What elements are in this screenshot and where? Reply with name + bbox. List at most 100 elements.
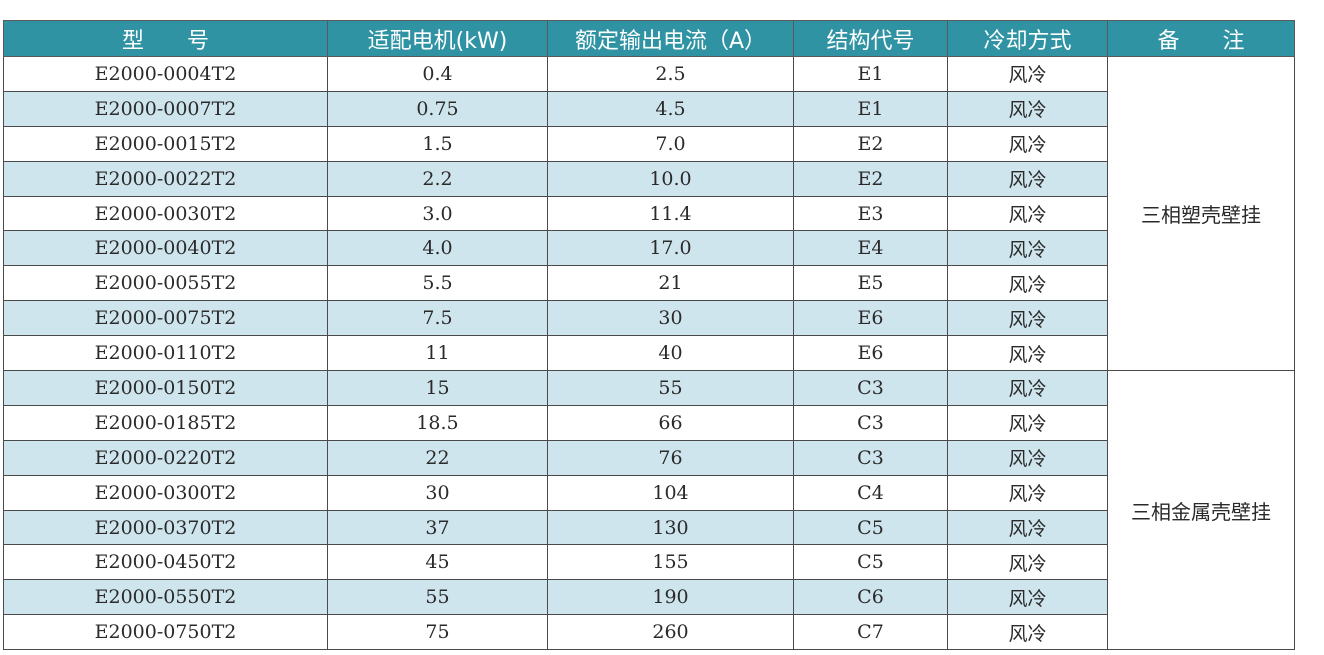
cell-model: E2000-0750T2 <box>3 614 328 651</box>
cell-model: E2000-0370T2 <box>3 509 328 546</box>
cell-current: 4.5 <box>547 90 794 127</box>
cell-motor: 15 <box>327 370 548 406</box>
cell-cooling: 风冷 <box>947 544 1108 581</box>
cell-current: 155 <box>547 544 794 581</box>
cell-model: E2000-0550T2 <box>3 579 328 616</box>
cell-model: E2000-0185T2 <box>3 404 328 441</box>
cell-model: E2000-0055T2 <box>3 265 328 302</box>
cell-structure: E5 <box>793 265 948 302</box>
cell-model: E2000-0022T2 <box>3 160 328 197</box>
cell-model: E2000-0450T2 <box>3 544 328 581</box>
table-row: E2000-0220T2 22 76 C3 风冷 <box>3 439 1295 476</box>
table-row: E2000-0055T2 5.5 21 E5 风冷 <box>3 265 1295 302</box>
table-row: E2000-0300T2 30 104 C4 风冷 <box>3 474 1295 511</box>
cell-structure: C7 <box>793 614 948 651</box>
cell-cooling: 风冷 <box>947 230 1108 267</box>
table-row: E2000-0007T2 0.75 4.5 E1 风冷 <box>3 90 1295 127</box>
cell-structure: E1 <box>793 56 948 92</box>
header-structure: 结构代号 <box>793 20 948 57</box>
header-current: 额定输出电流（A） <box>547 20 794 57</box>
table-row: E2000-0004T2 0.4 2.5 E1 风冷 三相塑壳壁挂 <box>3 55 1295 372</box>
cell-motor: 30 <box>327 474 548 511</box>
cell-current: 40 <box>547 335 794 372</box>
cell-model: E2000-0300T2 <box>3 474 328 511</box>
cell-cooling: 风冷 <box>947 300 1108 337</box>
remark-plastic-wall-mount: 三相塑壳壁挂 <box>1107 55 1295 372</box>
table-row: E2000-0110T2 11 40 E6 风冷 <box>3 335 1295 372</box>
cell-cooling: 风冷 <box>947 579 1108 616</box>
cell-model: E2000-0040T2 <box>3 230 328 267</box>
table-row: E2000-0550T2 55 190 C6 风冷 <box>3 579 1295 616</box>
cell-motor: 3.0 <box>327 195 548 232</box>
header-model: 型 号 <box>3 20 328 57</box>
table-row: E2000-0450T2 45 155 C5 风冷 <box>3 544 1295 581</box>
header-cooling: 冷却方式 <box>947 20 1108 57</box>
table-row: E2000-0040T2 4.0 17.0 E4 风冷 <box>3 230 1295 267</box>
cell-cooling: 风冷 <box>947 56 1108 92</box>
cell-structure: C3 <box>793 370 948 406</box>
cell-structure: C5 <box>793 544 948 581</box>
cell-motor: 11 <box>327 335 548 372</box>
cell-structure: C3 <box>793 439 948 476</box>
header-motor: 适配电机(kW) <box>327 20 548 57</box>
remark-metal-wall-mount: 三相金属壳壁挂 <box>1107 370 1295 651</box>
cell-motor: 4.0 <box>327 230 548 267</box>
cell-structure: E2 <box>793 125 948 162</box>
cell-cooling: 风冷 <box>947 474 1108 511</box>
cell-cooling: 风冷 <box>947 439 1108 476</box>
cell-structure: C4 <box>793 474 948 511</box>
table-row: E2000-0030T2 3.0 11.4 E3 风冷 <box>3 195 1295 232</box>
cell-structure: E3 <box>793 195 948 232</box>
cell-cooling: 风冷 <box>947 160 1108 197</box>
cell-cooling: 风冷 <box>947 125 1108 162</box>
table-row: E2000-0185T2 18.5 66 C3 风冷 <box>3 404 1295 441</box>
cell-motor: 7.5 <box>327 300 548 337</box>
cell-model: E2000-0030T2 <box>3 195 328 232</box>
cell-current: 17.0 <box>547 230 794 267</box>
cell-cooling: 风冷 <box>947 335 1108 372</box>
header-row: 型 号 适配电机(kW) 额定输出电流（A） 结构代号 冷却方式 备 注 <box>3 20 1295 57</box>
cell-model: E2000-0220T2 <box>3 439 328 476</box>
cell-structure: E1 <box>793 90 948 127</box>
cell-motor: 37 <box>327 509 548 546</box>
table-row: E2000-0750T2 75 260 C7 风冷 <box>3 614 1295 651</box>
cell-cooling: 风冷 <box>947 370 1108 406</box>
cell-structure: E2 <box>793 160 948 197</box>
cell-current: 130 <box>547 509 794 546</box>
table-row: E2000-0075T2 7.5 30 E6 风冷 <box>3 300 1295 337</box>
cell-motor: 1.5 <box>327 125 548 162</box>
cell-current: 11.4 <box>547 195 794 232</box>
cell-structure: E6 <box>793 335 948 372</box>
cell-structure: E6 <box>793 300 948 337</box>
cell-current: 260 <box>547 614 794 651</box>
cell-structure: C3 <box>793 404 948 441</box>
cell-motor: 75 <box>327 614 548 651</box>
cell-cooling: 风冷 <box>947 614 1108 651</box>
cell-current: 7.0 <box>547 125 794 162</box>
cell-current: 104 <box>547 474 794 511</box>
cell-model: E2000-0007T2 <box>3 90 328 127</box>
cell-cooling: 风冷 <box>947 195 1108 232</box>
table-row: E2000-0022T2 2.2 10.0 E2 风冷 <box>3 160 1295 197</box>
table-row: E2000-0370T2 37 130 C5 风冷 <box>3 509 1295 546</box>
cell-current: 190 <box>547 579 794 616</box>
cell-current: 2.5 <box>547 56 794 92</box>
cell-motor: 55 <box>327 579 548 616</box>
cell-model: E2000-0015T2 <box>3 125 328 162</box>
cell-model: E2000-0075T2 <box>3 300 328 337</box>
cell-current: 21 <box>547 265 794 302</box>
cell-motor: 18.5 <box>327 404 548 441</box>
cell-motor: 45 <box>327 544 548 581</box>
cell-model: E2000-0150T2 <box>3 370 328 406</box>
cell-motor: 22 <box>327 439 548 476</box>
cell-cooling: 风冷 <box>947 265 1108 302</box>
cell-motor: 5.5 <box>327 265 548 302</box>
cell-current: 10.0 <box>547 160 794 197</box>
cell-current: 30 <box>547 300 794 337</box>
cell-model: E2000-0004T2 <box>3 56 328 92</box>
cell-structure: E4 <box>793 230 948 267</box>
cell-cooling: 风冷 <box>947 404 1108 441</box>
cell-model: E2000-0110T2 <box>3 335 328 372</box>
table-row: E2000-0150T2 15 55 C3 风冷 三相金属壳壁挂 <box>3 370 1295 651</box>
cell-structure: C5 <box>793 509 948 546</box>
